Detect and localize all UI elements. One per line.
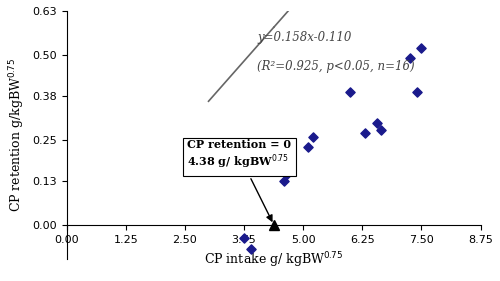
Point bbox=[418, 46, 426, 51]
Point bbox=[346, 90, 354, 95]
Point bbox=[360, 131, 368, 135]
Text: (R²=0.925, p<0.05, n=16): (R²=0.925, p<0.05, n=16) bbox=[257, 60, 414, 73]
Point bbox=[247, 246, 255, 251]
Point bbox=[282, 172, 290, 176]
Point bbox=[412, 90, 420, 95]
Point bbox=[240, 236, 248, 241]
X-axis label: CP intake g/ kgBW$^{0.75}$: CP intake g/ kgBW$^{0.75}$ bbox=[204, 250, 344, 270]
Point bbox=[264, 165, 272, 169]
Point bbox=[377, 128, 385, 132]
Y-axis label: CP retention g/kgBW$^{0.75}$: CP retention g/kgBW$^{0.75}$ bbox=[7, 58, 26, 212]
Point bbox=[278, 155, 286, 159]
Point bbox=[266, 168, 274, 173]
Point bbox=[308, 134, 316, 139]
Point bbox=[280, 178, 288, 183]
Text: y=0.158x-0.110: y=0.158x-0.110 bbox=[257, 31, 352, 44]
Text: CP retention = 0
4.38 g/ kgBW$^{0.75}$: CP retention = 0 4.38 g/ kgBW$^{0.75}$ bbox=[187, 139, 291, 221]
Point bbox=[406, 56, 413, 61]
Point bbox=[304, 144, 312, 149]
Point bbox=[372, 121, 380, 125]
